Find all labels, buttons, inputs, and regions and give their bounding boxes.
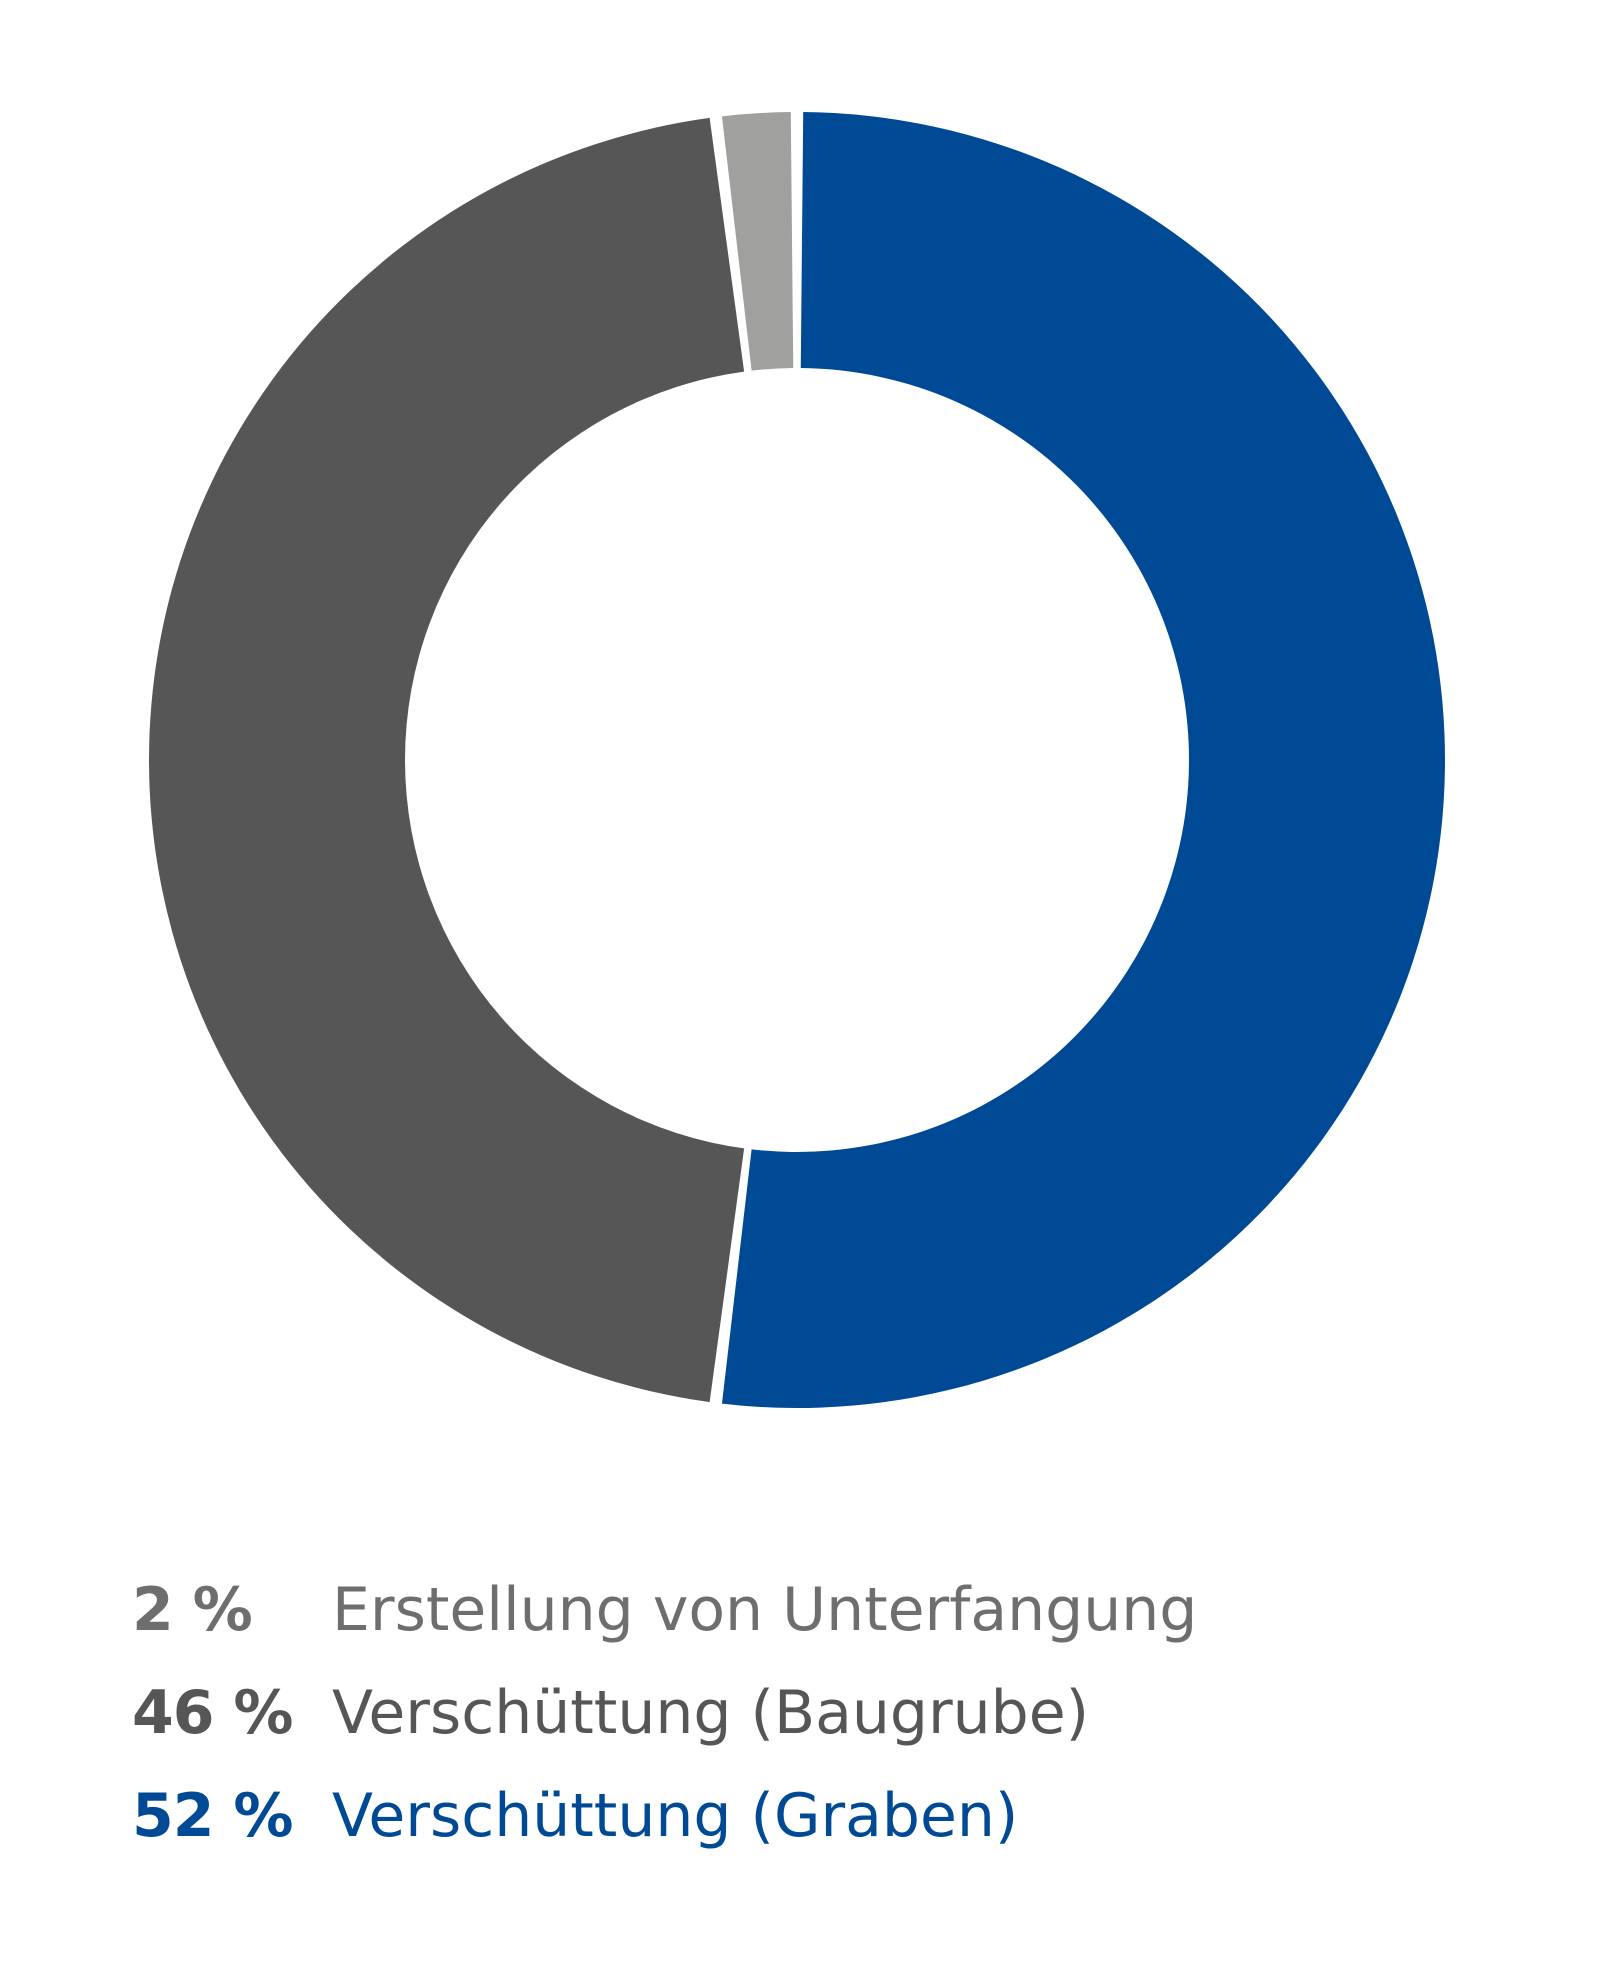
chart-legend: 2 % Erstellung von Unterfangung 46 % Ver…	[132, 1575, 1197, 1884]
legend-item-graben: 52 % Verschüttung (Graben)	[132, 1781, 1197, 1884]
legend-value: 2 %	[132, 1575, 253, 1645]
legend-item-unterfangung: 2 % Erstellung von Unterfangung	[132, 1575, 1197, 1678]
donut-chart	[148, 112, 1446, 1409]
legend-label: Verschüttung (Baugrube)	[332, 1678, 1090, 1748]
legend-value: 46 %	[132, 1678, 294, 1748]
donut-slice-0	[721, 112, 1446, 1409]
legend-value: 52 %	[132, 1781, 294, 1851]
legend-label: Erstellung von Unterfangung	[332, 1575, 1198, 1645]
donut-slice-1	[148, 117, 745, 1403]
legend-item-baugrube: 46 % Verschüttung (Baugrube)	[132, 1678, 1197, 1781]
legend-label: Verschüttung (Graben)	[332, 1781, 1019, 1851]
donut-slice-2	[721, 112, 794, 371]
